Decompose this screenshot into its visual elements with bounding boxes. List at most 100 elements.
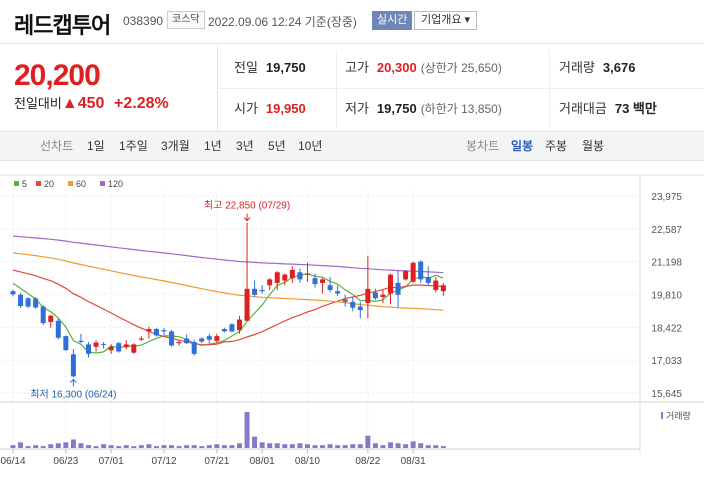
volume-bar	[10, 445, 16, 448]
candle-body	[153, 329, 159, 336]
volume-bar	[327, 444, 333, 448]
stat-low: 저가 19,750 (하한가 13,850)	[345, 98, 502, 117]
volume-bar	[304, 444, 310, 448]
volume-bar	[206, 445, 212, 448]
candle-body	[191, 342, 197, 354]
candle-body	[357, 306, 363, 311]
period-1d[interactable]: 1일	[87, 139, 105, 153]
candlestick-chart[interactable]: 5 20 60 120 23,975 22,587 21,198 19,810 18,422 17…	[0, 162, 704, 474]
candle-body	[388, 274, 393, 294]
volume-bar	[25, 446, 31, 448]
candle-body	[169, 331, 175, 346]
candle-body	[214, 336, 220, 341]
legend-label: 5	[22, 179, 27, 189]
y-tick-label: 15,645	[651, 389, 682, 400]
volume-bar	[63, 442, 69, 448]
candle-body	[229, 324, 235, 332]
y-tick-label: 22,587	[651, 225, 682, 236]
stat-high: 고가 20,300 (상한가 25,650)	[345, 57, 502, 76]
volume-bar	[418, 443, 424, 448]
period-3y[interactable]: 3년	[236, 139, 254, 153]
candle-body	[101, 343, 107, 345]
candle-body	[70, 354, 76, 377]
period-1y[interactable]: 1년	[204, 139, 222, 153]
candle-body	[410, 262, 416, 282]
lower-limit: (하한가 13,850)	[420, 102, 502, 116]
volume-bar	[55, 443, 61, 448]
volume-bar	[425, 445, 431, 448]
candle-body	[93, 342, 99, 347]
candle-body	[116, 343, 122, 352]
x-tick-label: 07/01	[99, 456, 124, 467]
volume-bar	[70, 439, 76, 448]
volume-bar	[123, 445, 129, 448]
company-overview-button[interactable]: 기업개요 ▾	[414, 11, 478, 30]
volume-bar	[176, 446, 182, 448]
candle-body	[440, 285, 446, 292]
legend-swatch	[68, 181, 73, 186]
stat-label: 고가	[345, 60, 369, 75]
y-tick-label: 19,810	[651, 291, 682, 302]
stats-divider	[219, 88, 704, 89]
up-arrow-icon: ▲	[61, 95, 78, 112]
candle-body	[138, 338, 144, 340]
volume-bar	[153, 446, 159, 448]
candle-daily[interactable]: 일봉	[511, 139, 534, 153]
chart-svg: 5 20 60 120 23,975 22,587 21,198 19,810 18,422 17…	[0, 174, 704, 467]
period-3m[interactable]: 3개월	[161, 139, 190, 153]
volume-bar	[365, 435, 371, 448]
volume-bar	[403, 444, 409, 448]
candle-body	[206, 336, 212, 340]
ma120-line	[12, 235, 444, 274]
volume-bar	[342, 445, 348, 448]
period-1w[interactable]: 1주일	[119, 139, 148, 153]
legend-label: 20	[44, 179, 54, 189]
candle-body	[433, 280, 439, 291]
candle-weekly[interactable]: 주봉	[545, 139, 568, 153]
x-tick-label: 07/21	[204, 456, 229, 467]
legend-label: 120	[108, 179, 123, 189]
volume-bar	[93, 446, 99, 448]
stats-panel: 전일 19,750 고가 20,300 (상한가 25,650) 거래량 3,676 시…	[219, 45, 704, 131]
volume-bar	[191, 445, 197, 448]
period-5y[interactable]: 5년	[268, 139, 286, 153]
volume-bar	[289, 444, 295, 448]
stat-label: 전일	[234, 60, 258, 75]
candle-body	[176, 342, 182, 344]
period-10y[interactable]: 10년	[298, 139, 323, 153]
volume-legend-swatch	[661, 412, 663, 419]
volume-bar	[410, 441, 416, 448]
candle-body	[342, 299, 348, 302]
candle-body	[161, 330, 167, 332]
candle-body	[403, 271, 409, 280]
candle-body	[237, 319, 242, 331]
volume-bar	[161, 445, 167, 448]
volume-bar	[320, 445, 326, 448]
volume-bar	[440, 446, 446, 448]
volume-bar	[101, 444, 107, 448]
candle-body	[221, 329, 227, 332]
min-annotation: 최저 16,300 (06/24)	[30, 389, 116, 401]
stock-header: 레드캡투어 038390 코스닥 2022.09.06 12:24 기준(장중)…	[0, 0, 704, 44]
stat-amount: 거래대금 73 백만	[559, 98, 657, 117]
candle-body	[365, 288, 371, 304]
current-price: 20,200	[14, 59, 101, 92]
volume-bar	[48, 444, 54, 448]
candle-body	[55, 320, 61, 338]
volume-bar	[138, 445, 144, 448]
volume-bar	[297, 443, 303, 448]
realtime-button[interactable]: 실시간	[372, 11, 413, 30]
stat-label: 거래대금	[559, 101, 607, 116]
volume-bar	[244, 412, 250, 448]
volume-bar	[78, 443, 84, 448]
volume-label: 거래량	[666, 410, 691, 421]
volume-bar	[335, 445, 341, 448]
stat-value: 19,750	[376, 101, 417, 116]
volume-bar	[184, 445, 190, 448]
candle-monthly[interactable]: 월봉	[582, 139, 605, 153]
candle-body	[78, 340, 84, 343]
stat-value: 19,750	[265, 60, 306, 75]
y-tick-label: 17,033	[651, 356, 682, 367]
min-arrow-icon	[70, 378, 77, 387]
candle-body	[274, 272, 280, 283]
